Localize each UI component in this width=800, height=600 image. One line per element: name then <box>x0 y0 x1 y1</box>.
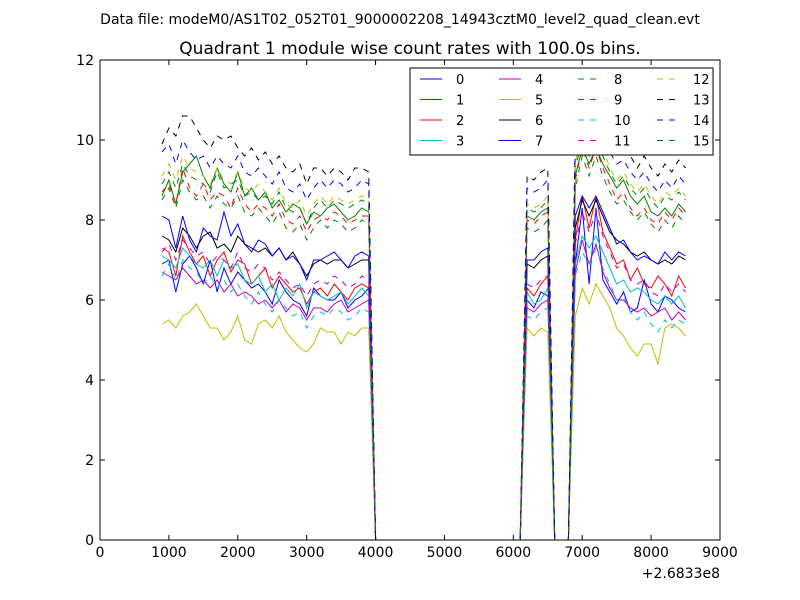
x-tick-label: 4000 <box>358 545 394 561</box>
legend-label-6: 6 <box>535 114 543 129</box>
series-layer <box>161 106 687 540</box>
series-line-12 <box>161 126 686 540</box>
series-line-4 <box>161 239 686 540</box>
series-line-0 <box>161 207 686 540</box>
series-line-2 <box>161 195 687 540</box>
y-tick-label: 2 <box>85 453 94 469</box>
legend-label-12: 12 <box>693 73 710 88</box>
y-tick-label: 12 <box>76 53 94 69</box>
legend-label-13: 13 <box>693 94 710 109</box>
legend-label-11: 11 <box>614 135 631 150</box>
x-tick-label: 5000 <box>427 545 463 561</box>
x-tick-label: 2000 <box>220 545 256 561</box>
x-axis: 0 1000 2000 3000 4000 5000 6000 7000 8000 9000 <box>96 60 738 561</box>
y-tick-label: 8 <box>85 213 94 229</box>
legend-label-3: 3 <box>456 135 464 150</box>
y-tick-label: 6 <box>85 293 94 309</box>
legend-label-8: 8 <box>614 73 622 88</box>
series-line-7 <box>161 194 686 540</box>
legend-label-10: 10 <box>614 114 631 129</box>
series-line-6 <box>161 198 686 540</box>
legend-label-14: 14 <box>693 114 710 129</box>
chart-title: Quadrant 1 module wise count rates with … <box>179 39 640 59</box>
x-offset-label: +2.6833e8 <box>642 566 720 582</box>
series-line-3 <box>161 234 687 540</box>
x-tick-label: 7000 <box>564 545 600 561</box>
x-tick-label: 0 <box>96 545 105 561</box>
legend-label-1: 1 <box>456 94 464 109</box>
legend-label-4: 4 <box>535 73 543 88</box>
series-line-11 <box>161 210 686 540</box>
y-tick-label: 10 <box>76 133 94 149</box>
x-tick-label: 1000 <box>151 545 187 561</box>
x-tick-label: 3000 <box>289 545 325 561</box>
y-tick-label: 0 <box>85 533 94 549</box>
legend-label-5: 5 <box>535 94 543 109</box>
x-tick-label: 6000 <box>496 545 532 561</box>
legend-label-7: 7 <box>535 135 543 150</box>
series-line-5 <box>161 282 686 540</box>
legend-label-9: 9 <box>614 94 622 109</box>
legend-label-15: 15 <box>693 135 710 150</box>
x-tick-label: 9000 <box>702 545 738 561</box>
x-tick-label: 8000 <box>633 545 669 561</box>
series-line-10 <box>161 246 686 540</box>
chart-suptitle: Data file: modeM0/AS1T02_052T01_90000022… <box>100 12 700 28</box>
y-tick-label: 4 <box>85 373 94 389</box>
series-line-9 <box>161 146 686 540</box>
legend-label-2: 2 <box>456 114 464 129</box>
legend-label-0: 0 <box>456 73 464 88</box>
